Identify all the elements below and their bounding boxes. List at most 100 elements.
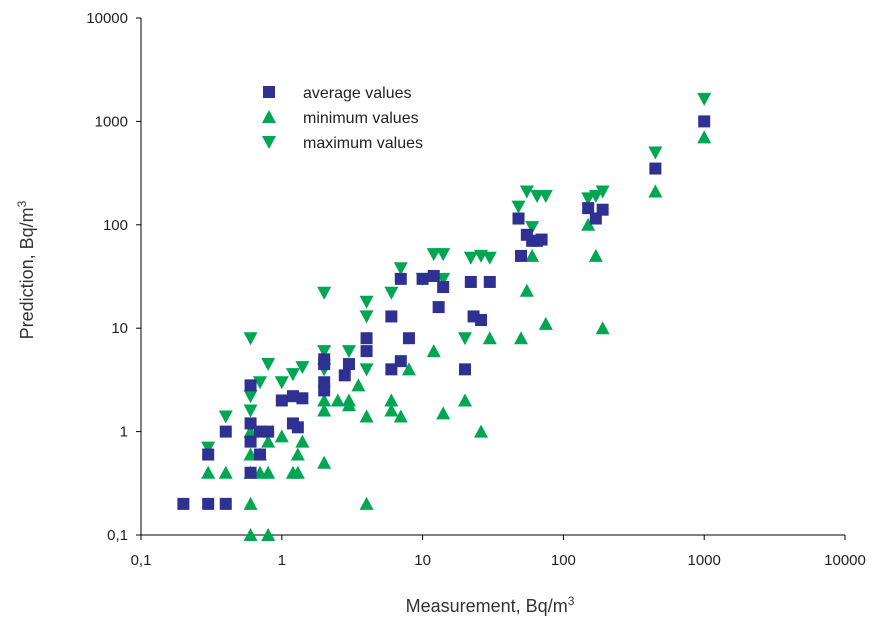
data-point [274,376,289,390]
data-point [253,448,266,461]
data-point [394,355,407,368]
data-point [525,248,540,262]
data-point [588,189,603,203]
data-point [262,425,275,438]
data-point [261,358,276,372]
data-point [457,332,472,346]
x-tick-label: 10000 [824,552,866,569]
data-point [525,221,540,235]
data-point [351,378,366,392]
data-point [464,275,477,288]
legend-marker [262,110,276,123]
data-point [482,251,497,265]
data-point [295,434,310,448]
data-point [648,146,663,160]
data-point [474,424,489,438]
data-point [427,269,440,282]
data-point [402,332,415,345]
data-point [202,448,215,461]
data-point [596,203,609,216]
data-point [201,465,216,479]
data-points [177,92,712,541]
data-point [338,369,351,382]
x-tick-label: 1 [278,552,286,569]
data-point [243,404,258,418]
data-point [359,409,374,423]
data-point [426,344,441,358]
x-tick-label: 100 [551,552,576,569]
data-point [244,379,257,392]
data-point [359,496,374,510]
data-point [359,363,374,377]
data-point [275,394,288,407]
data-point [201,441,216,455]
data-point [475,314,488,327]
data-point [290,465,305,479]
data-point [530,189,545,203]
data-point [581,192,596,206]
data-point [416,272,429,285]
x-tick-label: 1000 [688,552,721,569]
data-point [436,248,451,262]
data-point [401,362,416,376]
data-point [219,497,232,510]
data-point [437,281,450,294]
y-tick-label: 100 [103,217,128,234]
y-tick-label: 1000 [95,113,128,130]
data-point [393,262,408,276]
x-tick-label: 10 [414,552,431,569]
data-point [296,392,309,405]
data-point [317,345,332,359]
data-point [342,358,355,371]
data-point [482,331,497,345]
data-point [360,332,373,345]
legend-marker [263,86,275,98]
data-point [317,286,332,300]
data-point [290,447,305,461]
data-point [244,466,257,479]
data-point [457,393,472,407]
legend-label: minimum values [303,110,419,127]
data-point [218,465,233,479]
data-point [359,310,374,324]
data-point [291,421,304,434]
data-point [385,363,398,376]
data-point [285,368,300,382]
data-point [698,115,711,128]
legend-label: average values [303,85,412,102]
data-point [512,212,525,225]
data-point [595,185,610,199]
y-tick-label: 10000 [86,10,128,27]
data-point [588,248,603,262]
data-point [243,496,258,510]
y-axis-title: Prediction, Bq/m3 [15,200,37,339]
data-point [261,465,276,479]
data-point [582,202,595,215]
legend-marker [262,136,276,149]
data-point [515,249,528,262]
series-triangle-up [201,130,712,541]
data-point [317,455,332,469]
data-point [463,251,478,265]
data-point [317,403,332,417]
data-point [649,162,662,175]
axes [136,17,846,540]
tick-labels: 0,1 1 10 100 1000 10000 0,1 1 10 100 1000 10000 [86,10,866,569]
data-point [384,403,399,417]
data-point [385,310,398,323]
data-point [432,301,445,314]
data-point [519,185,534,199]
x-axis-title: Measurement, Bq/m3 [406,594,575,616]
series-square [177,115,711,510]
data-point [697,130,712,144]
data-point [202,497,215,510]
data-point [286,390,299,403]
data-point [341,345,356,359]
data-point [483,275,496,288]
legend: average values minimum values maximum valu… [262,85,423,152]
y-tick-label: 1 [120,424,128,441]
data-point [394,272,407,285]
legend-item: minimum values [262,110,419,127]
legend-item: maximum values [262,135,423,152]
